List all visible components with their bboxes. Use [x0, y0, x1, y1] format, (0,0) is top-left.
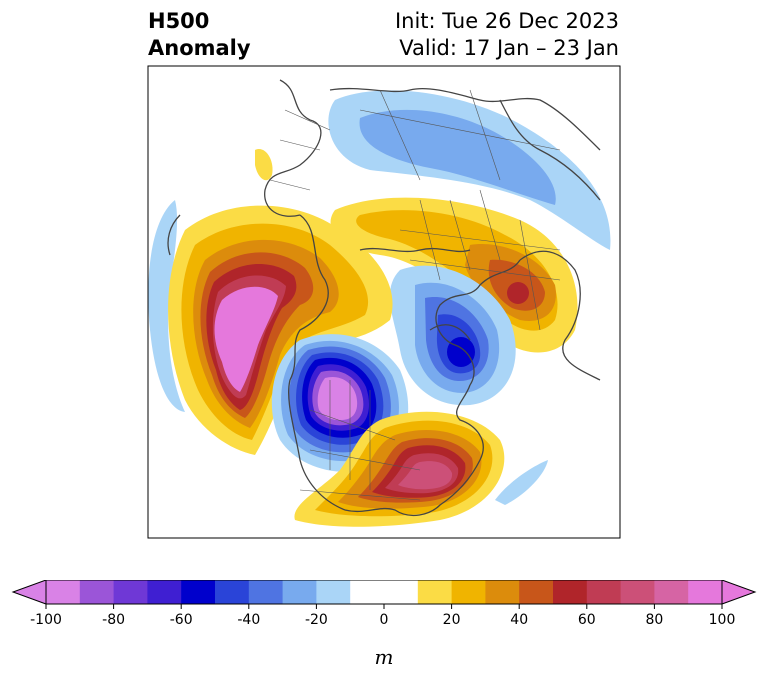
colorbar-extend-high	[721, 580, 757, 605]
colorbar-cell	[282, 580, 317, 604]
colorbar-cell	[485, 580, 520, 604]
colorbar-cells	[46, 580, 723, 604]
colorbar-cell	[553, 580, 588, 604]
colorbar-tick-label: -100	[30, 612, 62, 628]
coastlines	[167, 79, 601, 517]
colorbar-cell	[417, 580, 453, 604]
title-field: H500	[148, 9, 210, 33]
colorbar-tick-label: -80	[102, 612, 125, 628]
colorbar-cell	[620, 580, 655, 604]
north-pacific-ridge	[148, 200, 393, 455]
colorbar-cell	[181, 580, 216, 604]
colorbar-extend-low	[11, 580, 47, 605]
colorbar-tick-label: 80	[645, 612, 663, 628]
colorbar: -100 -80 -60 -40 -20 0 20 40 60 80 100	[11, 580, 757, 628]
init-time: Init: Tue 26 Dec 2023	[394, 9, 619, 33]
colorbar-ticks: -100 -80 -60 -40 -20 0 20 40 60 80 100	[30, 604, 735, 628]
colorbar-cell	[654, 580, 689, 604]
colorbar-tick-label: -20	[305, 612, 328, 628]
colorbar-cell	[350, 580, 419, 604]
colorbar-tick-label: -60	[170, 612, 193, 628]
colorbar-tick-label: -40	[237, 612, 260, 628]
colorbar-cell	[79, 580, 115, 604]
colorbar-tick-label: 0	[380, 612, 389, 628]
colorbar-cell	[316, 580, 351, 604]
colorbar-cell	[215, 580, 250, 604]
colorbar-cell	[46, 580, 81, 604]
colorbar-tick-label: 40	[510, 612, 528, 628]
siberia-trough	[328, 90, 611, 250]
anomaly-map	[147, 65, 621, 539]
labrador-sea-trough	[389, 265, 516, 406]
map-title-left: H500 Anomaly	[148, 8, 251, 62]
colorbar-cell	[147, 580, 182, 604]
map-frame	[147, 65, 621, 539]
colorbar-cell	[519, 580, 554, 604]
colorbar-cell	[586, 580, 622, 604]
colorbar-cell	[451, 580, 486, 604]
eastern-us-ridge	[255, 149, 548, 527]
title-product: Anomaly	[148, 36, 251, 60]
colorbar-cell	[248, 580, 284, 604]
colorbar-unit-label: m	[374, 645, 394, 669]
colorbar-tick-label: 60	[578, 612, 596, 628]
valid-range: Valid: 17 Jan – 23 Jan	[399, 36, 619, 60]
colorbar-cell	[113, 580, 148, 604]
colorbar-cell	[688, 580, 723, 604]
political-borders	[269, 89, 561, 501]
map-title-right: Init: Tue 26 Dec 2023 Valid: 17 Jan – 23…	[395, 8, 619, 62]
colorbar-tick-label: 100	[709, 612, 736, 628]
colorbar-tick-label: 20	[443, 612, 461, 628]
anomaly-fill	[148, 79, 611, 527]
